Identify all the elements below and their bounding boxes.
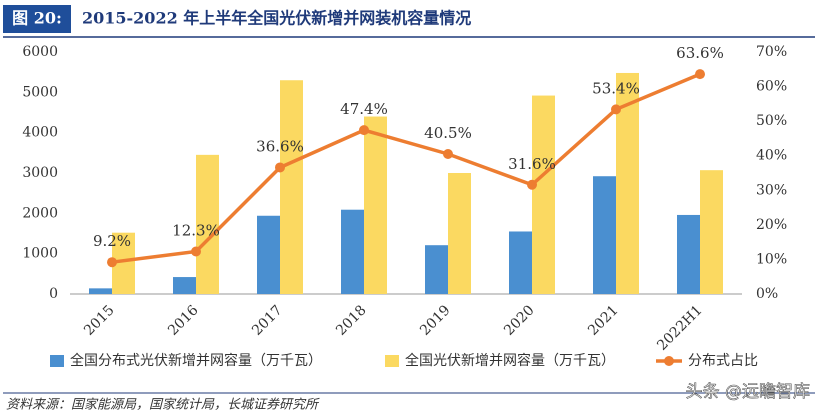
line-point <box>275 162 285 173</box>
y2-tick-label: 0% <box>756 286 778 302</box>
data-label: 63.6% <box>676 44 724 62</box>
x-tick-label: 2018 <box>333 302 370 339</box>
bar <box>112 232 135 294</box>
watermark: 头条 @远瞻智库 <box>686 382 810 402</box>
y-tick-label: 6000 <box>22 44 58 60</box>
bar <box>173 277 196 294</box>
y-tick-label: 2000 <box>22 205 58 221</box>
chart-title: 2015-2022 年上半年全国光伏新增并网装机容量情况 <box>82 9 471 28</box>
data-label: 36.6% <box>256 137 304 155</box>
y2-tick-label: 50% <box>756 113 787 129</box>
legend-swatch <box>50 355 64 367</box>
line-point <box>107 257 117 268</box>
header-badge <box>3 5 71 33</box>
line-point <box>443 148 453 159</box>
legend-label: 全国分布式光伏新增并网容量（万千瓦） <box>70 352 322 369</box>
x-tick-label: 2015 <box>81 302 118 339</box>
data-label: 31.6% <box>508 155 556 173</box>
bar <box>364 116 387 295</box>
data-label: 53.4% <box>592 79 640 97</box>
bar <box>532 95 555 294</box>
source: 资料来源：国家能源局，国家统计局，长城证券研究所 <box>6 397 320 413</box>
bar <box>425 245 448 294</box>
x-tick-label: 2021 <box>585 302 622 339</box>
bar <box>593 176 616 294</box>
x-tick-label: 2022H1 <box>654 302 705 353</box>
bar <box>448 173 471 294</box>
y2-tick-label: 10% <box>756 251 787 267</box>
y2-tick-label: 20% <box>756 217 787 233</box>
data-label: 40.5% <box>424 124 472 142</box>
y-tick-label: 0 <box>49 286 58 302</box>
y2-tick-label: 60% <box>756 79 787 95</box>
line-point <box>695 69 705 80</box>
y-tick-label: 1000 <box>22 246 58 262</box>
line-point <box>611 104 621 115</box>
bar <box>700 170 723 294</box>
x-tick-label: 2016 <box>165 302 202 339</box>
bar <box>280 80 303 294</box>
legend-swatch <box>664 356 674 366</box>
y-tick-label: 3000 <box>22 165 58 181</box>
line-point <box>527 179 537 190</box>
x-tick-label: 2019 <box>417 302 454 339</box>
data-label: 9.2% <box>93 232 131 250</box>
data-label: 12.3% <box>172 221 220 239</box>
line-point <box>191 246 201 257</box>
legend-swatch <box>385 355 399 367</box>
bar <box>257 215 280 294</box>
bar <box>196 154 219 294</box>
bar <box>677 214 700 294</box>
y2-tick-label: 40% <box>756 148 787 164</box>
bar <box>509 231 532 294</box>
bar <box>341 209 364 294</box>
x-tick-label: 2017 <box>249 302 286 339</box>
bar <box>89 288 112 294</box>
y2-tick-label: 30% <box>756 182 787 198</box>
data-label: 47.4% <box>340 100 388 118</box>
line-point <box>359 125 369 136</box>
y-tick-label: 4000 <box>22 125 58 141</box>
legend-label: 分布式占比 <box>688 353 758 369</box>
y2-tick-label: 70% <box>756 44 787 60</box>
y-tick-label: 5000 <box>22 84 58 100</box>
x-tick-label: 2020 <box>501 302 538 339</box>
legend-label: 全国光伏新增并网容量（万千瓦） <box>405 352 615 369</box>
header-label: 图 20: <box>12 9 62 28</box>
bar <box>616 72 639 295</box>
line <box>111 72 701 264</box>
